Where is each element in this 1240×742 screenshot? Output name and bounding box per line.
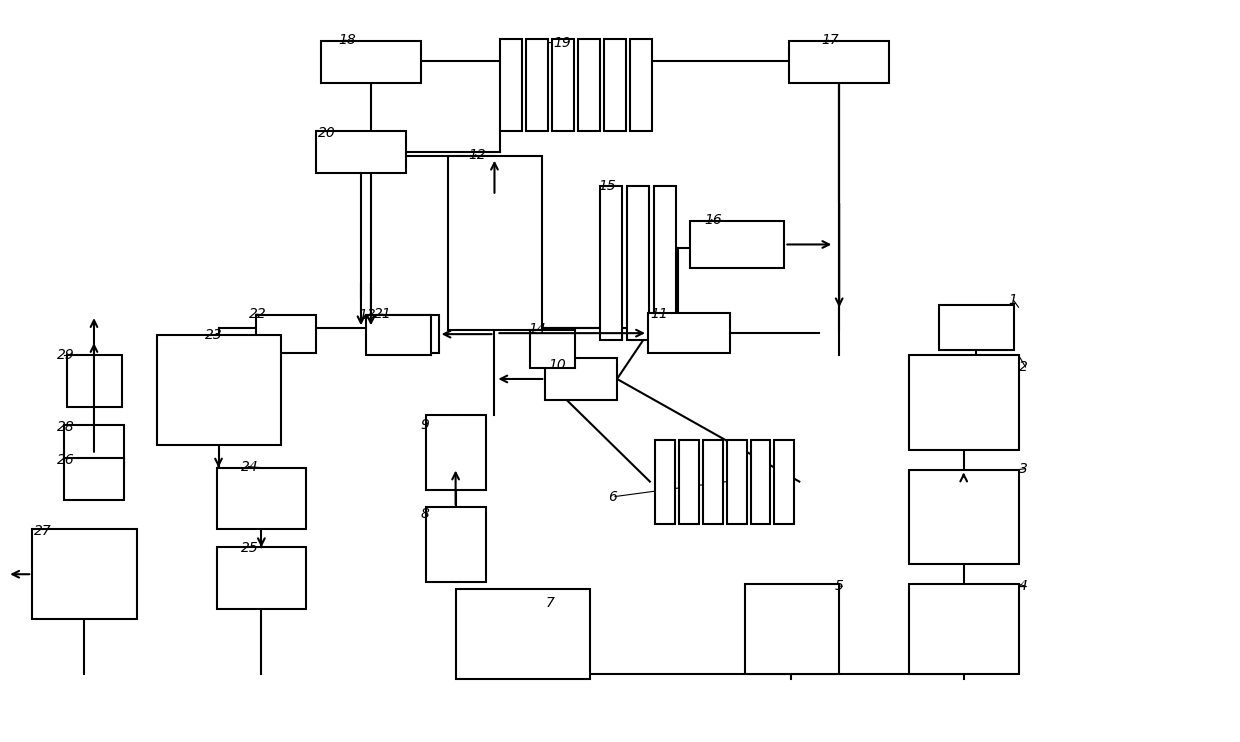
Bar (316, 131, 405, 173)
Text: 23: 23 (205, 328, 222, 342)
Text: 9: 9 (420, 418, 429, 432)
Text: 21: 21 (374, 307, 392, 321)
Bar (744, 584, 839, 674)
Text: 20: 20 (319, 126, 336, 140)
Text: 4: 4 (1018, 580, 1028, 593)
Text: 2: 2 (1018, 360, 1028, 374)
Text: 27: 27 (35, 525, 52, 539)
Bar (909, 470, 1018, 564)
Bar (156, 335, 281, 444)
Bar (703, 440, 723, 525)
Bar (939, 305, 1013, 350)
Bar (321, 42, 420, 83)
Bar (750, 440, 770, 525)
Bar (526, 39, 548, 131)
Bar (790, 42, 889, 83)
Text: 13: 13 (358, 308, 376, 322)
Text: 24: 24 (242, 459, 259, 473)
Bar (647, 313, 729, 353)
Bar (371, 315, 439, 353)
Bar (64, 458, 124, 499)
Bar (366, 315, 430, 355)
Bar (425, 508, 486, 582)
Bar (600, 186, 622, 340)
Text: 12: 12 (469, 148, 486, 162)
Bar (217, 548, 306, 609)
Text: 26: 26 (57, 453, 74, 467)
Bar (689, 220, 785, 269)
Text: 28: 28 (57, 420, 74, 434)
Bar (627, 186, 649, 340)
Text: 19: 19 (553, 36, 570, 50)
Bar (531, 330, 575, 368)
Bar (448, 156, 542, 330)
Bar (630, 39, 652, 131)
Text: 25: 25 (242, 542, 259, 555)
Bar (653, 186, 676, 340)
Text: 3: 3 (1018, 462, 1028, 476)
Bar (678, 440, 698, 525)
Bar (455, 589, 590, 679)
Bar (67, 355, 122, 407)
Bar (64, 425, 124, 467)
Bar (552, 39, 574, 131)
Bar (546, 358, 618, 400)
Bar (501, 39, 522, 131)
Text: 14: 14 (528, 322, 546, 336)
Bar (604, 39, 626, 131)
Bar (909, 355, 1018, 450)
Text: 17: 17 (821, 33, 839, 47)
Bar (909, 584, 1018, 674)
Bar (775, 440, 795, 525)
Text: 29: 29 (57, 348, 74, 362)
Text: 16: 16 (704, 213, 723, 226)
Bar (425, 415, 486, 490)
Bar (578, 39, 600, 131)
Text: 6: 6 (608, 490, 618, 504)
Text: 8: 8 (420, 508, 429, 522)
Bar (727, 440, 746, 525)
Bar (655, 440, 675, 525)
Bar (32, 529, 136, 619)
Text: 22: 22 (249, 307, 267, 321)
Text: 11: 11 (650, 307, 667, 321)
Text: 5: 5 (836, 580, 844, 593)
Text: 7: 7 (546, 596, 554, 610)
Text: 10: 10 (548, 358, 565, 372)
Bar (217, 467, 306, 529)
Text: 18: 18 (339, 33, 356, 47)
Text: 15: 15 (598, 179, 616, 193)
Text: 1: 1 (1008, 293, 1017, 307)
Bar (257, 315, 316, 353)
